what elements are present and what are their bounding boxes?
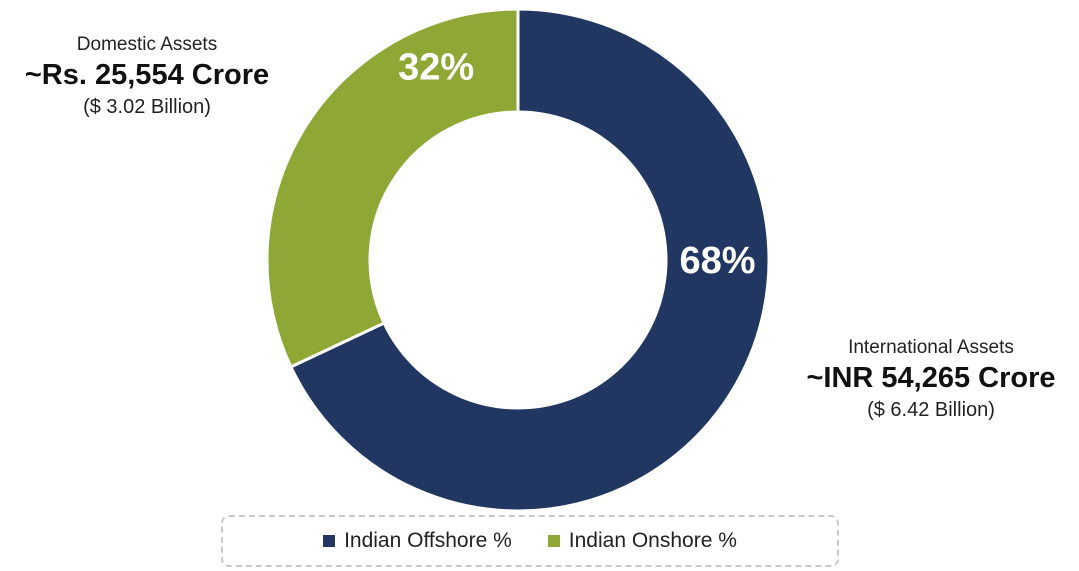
slice-label-offshore: 68% (679, 240, 755, 282)
legend-label-onshore: Indian Onshore % (568, 529, 737, 552)
legend-swatch-onshore (547, 535, 560, 547)
domestic-assets-usd: ($ 3.02 Billion) (83, 95, 211, 118)
legend-item-offshore: Indian Offshore % (323, 529, 512, 553)
international-assets-caption: International Assets (848, 337, 1014, 358)
legend-label-offshore: Indian Offshore % (344, 529, 512, 552)
chart-legend: Indian Offshore % Indian Onshore % (221, 515, 839, 567)
domestic-assets-amount: ~Rs. 25,554 Crore (24, 58, 270, 91)
domestic-assets-callout: Domestic Assets ~Rs. 25,554 Crore ($ 3.0… (8, 34, 286, 119)
donut-slice-offshore (288, 7, 771, 513)
legend-item-onshore: Indian Onshore % (547, 529, 737, 553)
domestic-assets-caption: Domestic Assets (76, 34, 218, 55)
legend-swatch-offshore (323, 535, 336, 547)
international-assets-usd: ($ 6.42 Billion) (867, 398, 995, 421)
international-assets-callout: International Assets ~INR 54,265 Crore (… (786, 337, 1076, 422)
donut-slice-onshore (265, 7, 520, 369)
slice-label-onshore: 32% (398, 46, 474, 88)
international-assets-amount: ~INR 54,265 Crore (806, 361, 1056, 394)
